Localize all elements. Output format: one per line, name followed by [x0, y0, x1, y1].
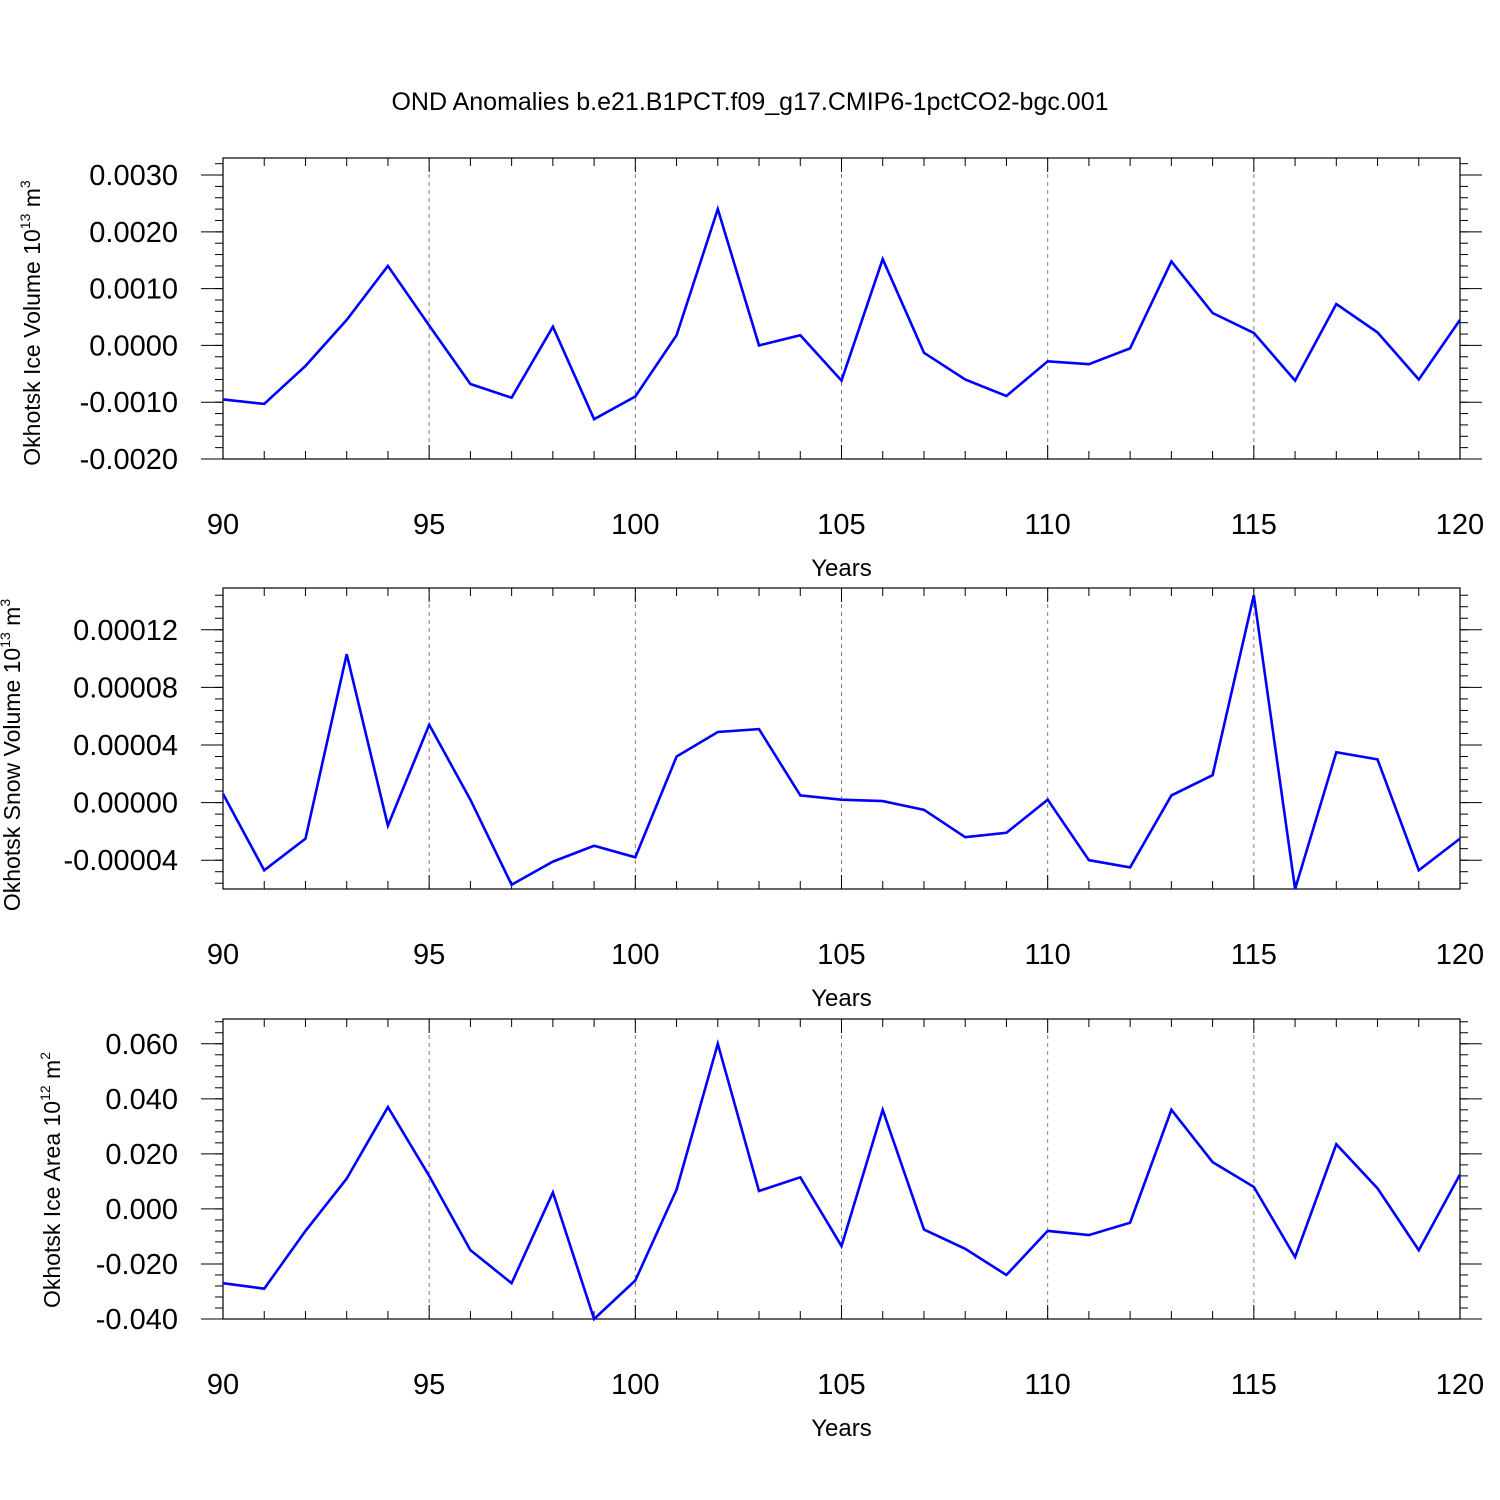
y-axis-title-unit-exponent: 3	[17, 180, 33, 188]
y-tick-label: 0.000	[105, 1194, 178, 1226]
panel-1: 90 95 100 105 110 115 120 -0.0020 -0.0010 0.0000 0…	[17, 157, 1484, 582]
y-tick-label: -0.0020	[80, 444, 178, 476]
y-tick-label: 0.0000	[89, 330, 178, 362]
y-tick-label: 0.00008	[73, 672, 178, 704]
x-tick-label: 95	[413, 939, 445, 971]
y-tick-label: 0.040	[105, 1084, 178, 1116]
y-tick-label: 0.00000	[73, 788, 178, 820]
y-axis-title-exponent: 13	[17, 213, 33, 229]
plot-frame	[222, 157, 1461, 460]
y-tick-label: 0.0030	[89, 160, 178, 192]
y-tick-label: 0.00004	[73, 730, 178, 762]
y-tick-label: 0.0010	[89, 274, 178, 306]
x-tick-label: 105	[817, 939, 865, 971]
x-axis-title: Years	[811, 1415, 872, 1442]
x-tick-label: 110	[1025, 1369, 1071, 1401]
series-line	[222, 204, 1462, 422]
y-axis-title-exponent: 13	[0, 632, 13, 648]
x-tick-label: 105	[817, 1369, 865, 1401]
y-tick-label: 0.020	[105, 1139, 178, 1171]
y-axis-title: Okhotsk Snow Volume 1013 m3	[0, 599, 25, 912]
y-axis-title-unit: m	[39, 1060, 65, 1086]
y-tick-label: 0.060	[105, 1029, 178, 1061]
y-axis-title-text: Okhotsk Snow Volume 10	[0, 648, 25, 911]
y-tick-label: -0.00004	[64, 845, 179, 877]
x-tick-label: 110	[1025, 939, 1071, 971]
y-axis-title: Okhotsk Ice Volume 1013 m3	[17, 180, 45, 466]
y-axis-title-unit: m	[0, 607, 25, 633]
x-tick-label: 115	[1231, 509, 1277, 541]
x-tick-label: 120	[1436, 509, 1484, 541]
x-tick-label: 95	[413, 1369, 445, 1401]
y-axis-title-unit: m	[19, 188, 45, 214]
y-axis-title-text: Okhotsk Ice Volume 10	[19, 229, 45, 466]
y-tick-label: 0.00012	[73, 615, 178, 647]
x-tick-label: 100	[611, 509, 659, 541]
y-axis-title-unit-exponent: 2	[37, 1052, 53, 1060]
series-line	[222, 1038, 1462, 1322]
x-tick-label: 110	[1025, 509, 1071, 541]
x-tick-label: 120	[1436, 939, 1484, 971]
x-axis-title: Years	[811, 985, 872, 1012]
x-tick-label: 95	[413, 509, 445, 541]
x-tick-label: 100	[611, 1369, 659, 1401]
y-axis-title-unit-exponent: 3	[0, 599, 13, 607]
y-axis-title-text: Okhotsk Ice Area 10	[39, 1101, 65, 1308]
plot-frame	[222, 1018, 1461, 1320]
chart-title: OND Anomalies b.e21.B1PCT.f09_g17.CMIP6-…	[391, 88, 1108, 116]
y-axis-title: Okhotsk Ice Area 1012 m2	[37, 1052, 65, 1308]
x-tick-label: 115	[1231, 939, 1277, 971]
x-tick-label: 90	[207, 1369, 239, 1401]
y-tick-label: 0.0020	[89, 217, 178, 249]
x-tick-label: 115	[1231, 1369, 1277, 1401]
y-axis-title-exponent: 12	[37, 1085, 53, 1101]
x-tick-label: 90	[207, 509, 239, 541]
panel-3: 90 95 100 105 110 115 120 -0.040 -0.020 0.000 0.02…	[37, 1018, 1484, 1442]
series-line	[221, 594, 1461, 890]
y-tick-label: -0.040	[96, 1304, 178, 1336]
y-tick-label: -0.0010	[80, 387, 178, 419]
x-axis-title: Years	[811, 555, 872, 582]
panel-2: 90 95 100 105 110 115 120 -0.00004 0.00000 0.0000…	[0, 587, 1484, 1012]
x-tick-label: 120	[1436, 1369, 1484, 1401]
x-tick-label: 90	[207, 939, 239, 971]
x-tick-label: 100	[611, 939, 659, 971]
y-tick-label: -0.020	[96, 1249, 178, 1281]
x-tick-label: 105	[817, 509, 865, 541]
